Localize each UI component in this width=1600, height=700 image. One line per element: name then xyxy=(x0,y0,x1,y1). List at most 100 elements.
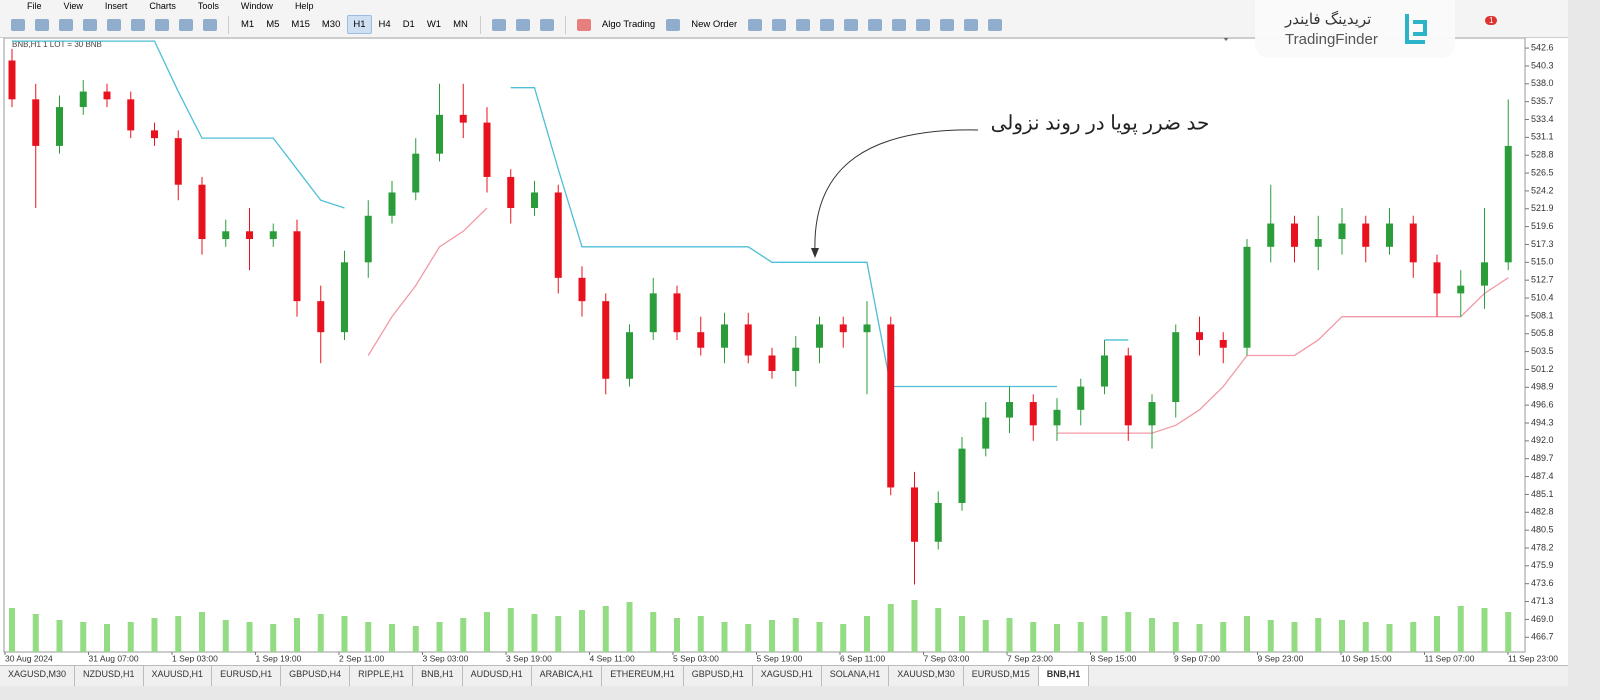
tool-icon[interactable] xyxy=(59,18,73,31)
chart-tab[interactable]: NZDUSD,H1 xyxy=(75,666,144,686)
chart-tab[interactable]: ARABICA,H1 xyxy=(532,666,603,686)
chart-tab[interactable]: XAGUSD,H1 xyxy=(753,666,822,686)
candle-body xyxy=(1267,223,1275,247)
y-tick-label: 478.2 xyxy=(1531,542,1554,552)
volume-bar xyxy=(531,614,538,652)
candle-body xyxy=(1362,223,1370,247)
y-tick-label: 510.4 xyxy=(1531,292,1554,302)
x-tick-label: 1 Sep 03:00 xyxy=(172,653,218,663)
tool-icon[interactable] xyxy=(539,18,554,31)
candle-body xyxy=(483,122,491,177)
volume-bar xyxy=(389,624,395,652)
menu-item[interactable]: Window xyxy=(240,1,273,11)
order-icon xyxy=(666,18,681,31)
new-order-button[interactable]: New Order xyxy=(691,19,738,30)
tool-icon[interactable] xyxy=(796,18,811,31)
timeframe-button[interactable]: H4 xyxy=(378,19,391,30)
chart-tab[interactable]: ETHEREUM,H1 xyxy=(602,666,684,686)
annotation: حد ضرر پویا در روند نزولی xyxy=(991,112,1210,134)
volume-bar xyxy=(959,616,965,652)
chart-tab[interactable]: XAGUSD,M30 xyxy=(0,666,76,686)
chart-tab[interactable]: RIPPLE,H1 xyxy=(350,666,414,686)
tool-icon[interactable] xyxy=(820,18,835,31)
menu-item[interactable]: Help xyxy=(294,1,314,11)
tool-icon[interactable] xyxy=(916,18,931,31)
tool-icon[interactable] xyxy=(203,18,217,31)
tool-icon[interactable] xyxy=(83,18,97,31)
tool-icon[interactable] xyxy=(940,18,955,31)
timeframe-button[interactable]: W1 xyxy=(426,19,442,30)
tool-icon[interactable] xyxy=(179,18,193,31)
x-tick-label: 31 Aug 07:00 xyxy=(89,653,139,663)
timeframe-button[interactable]: M30 xyxy=(321,19,341,30)
volume-bar xyxy=(579,610,585,652)
volume-bar xyxy=(365,622,372,652)
y-tick-label: 517.3 xyxy=(1531,239,1554,249)
candle-body xyxy=(364,215,372,263)
menu-item[interactable]: View xyxy=(63,1,83,11)
timeframe-button[interactable]: MN xyxy=(453,19,468,30)
tool-icon[interactable] xyxy=(844,18,859,31)
tool-icon[interactable] xyxy=(515,18,530,31)
chart-tab[interactable]: BNB,H1 xyxy=(413,666,463,686)
timeframe-button[interactable]: M1 xyxy=(241,19,255,30)
tool-icon[interactable] xyxy=(107,18,121,31)
menu-item[interactable]: File xyxy=(27,1,42,11)
tool-icon[interactable] xyxy=(988,18,1003,31)
chart-tab[interactable]: AUDUSD,H1 xyxy=(463,666,532,686)
tool-icon[interactable] xyxy=(131,18,145,31)
volume-bar xyxy=(887,604,894,652)
volume-bar xyxy=(436,622,443,652)
chart-tab[interactable]: GBPUSD,H4 xyxy=(281,666,351,686)
tool-icon[interactable] xyxy=(964,18,979,31)
tool-icon[interactable] xyxy=(772,18,787,31)
x-tick-label: 4 Sep 11:00 xyxy=(590,653,635,663)
chart-tab[interactable]: EURUSD,H1 xyxy=(212,666,282,686)
timeframe-button[interactable]: M15 xyxy=(291,19,310,30)
candle-body xyxy=(436,114,443,154)
tool-icon[interactable] xyxy=(155,18,169,31)
tool-icon[interactable] xyxy=(748,18,763,31)
chart-tab[interactable]: EURUSD,M15 xyxy=(964,666,1039,686)
menu-item[interactable]: Insert xyxy=(104,1,128,11)
x-tick-label: 8 Sep 15:00 xyxy=(1091,653,1137,663)
candle-body xyxy=(578,277,586,302)
chart-tab[interactable]: XAUUSD,M30 xyxy=(889,666,964,686)
volume-bar xyxy=(1101,616,1108,652)
candle-body xyxy=(341,262,348,333)
candle-body xyxy=(626,332,633,379)
tool-icon[interactable] xyxy=(892,18,907,31)
candle-body xyxy=(1219,339,1227,348)
chart-tab[interactable]: GBPUSD,H1 xyxy=(684,666,753,686)
y-tick-label: 505.8 xyxy=(1531,328,1554,338)
chart-tab[interactable]: XAUUSD,H1 xyxy=(144,666,213,686)
tool-icon[interactable] xyxy=(868,18,883,31)
tool-icon[interactable] xyxy=(35,18,49,31)
menu-item[interactable]: Charts xyxy=(149,1,176,11)
plot-frame xyxy=(3,37,1526,653)
tool-icon[interactable] xyxy=(491,18,506,31)
timeframe-button[interactable]: M5 xyxy=(266,19,280,30)
candle-body xyxy=(934,502,942,542)
logo: تریدینگ فایندر TradingFinder xyxy=(1255,0,1455,58)
chart-tab[interactable]: BNB,H1 xyxy=(1038,666,1090,686)
volume-bar xyxy=(1291,622,1298,652)
volume-bar xyxy=(840,624,847,652)
logo-icon xyxy=(1405,14,1427,44)
volume-bar xyxy=(484,612,490,652)
timeframe-button[interactable]: H1 xyxy=(347,15,372,34)
candle-body xyxy=(554,192,562,278)
timeframe-button[interactable]: D1 xyxy=(402,19,415,30)
tool-icon[interactable] xyxy=(11,18,25,31)
stop-line xyxy=(367,207,488,356)
candle-body xyxy=(697,332,705,348)
x-tick-label: 1 Sep 19:00 xyxy=(256,653,302,663)
algo-trading-button[interactable]: Algo Trading xyxy=(601,19,656,30)
notification-badge[interactable]: 1 xyxy=(1485,16,1498,25)
candle-body xyxy=(32,99,40,146)
candle-body xyxy=(1409,223,1417,263)
volume-bar xyxy=(1196,624,1203,652)
menu-item[interactable]: Tools xyxy=(197,1,219,11)
chart-tab[interactable]: SOLANA,H1 xyxy=(822,666,890,686)
